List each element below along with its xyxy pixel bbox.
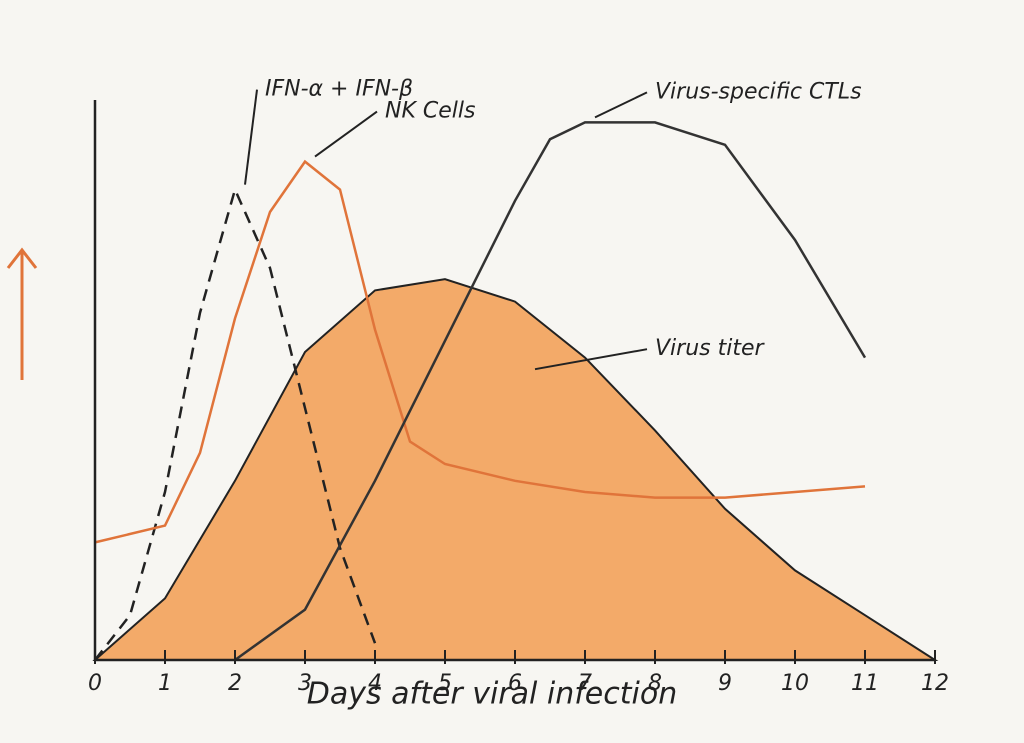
up-arrow	[6, 247, 38, 380]
line	[94, 159, 866, 544]
series-label: IFN-α + IFN-β	[265, 77, 413, 102]
x-tick-label: 6	[508, 671, 522, 696]
line	[94, 185, 377, 661]
x-tick-label: 4	[368, 671, 382, 696]
leader-line	[314, 110, 378, 158]
leader-line	[244, 89, 258, 185]
x-tick-label: 12	[921, 671, 949, 696]
series-label: Virus titer	[655, 336, 766, 361]
x-tick-label: 10	[781, 671, 809, 696]
line	[234, 121, 867, 662]
x-axis-label: Days after viral infection	[307, 677, 677, 712]
series-label: NK Cells	[385, 99, 475, 124]
area	[92, 278, 939, 661]
leader-line	[534, 348, 648, 371]
x-tick-label: 0	[88, 671, 102, 696]
x-tick-label: 2	[228, 671, 242, 696]
leader-line	[594, 91, 648, 119]
x-tick-label: 1	[158, 671, 172, 696]
x-tick-label: 7	[578, 671, 592, 696]
series-label: Virus-specific CTLs	[655, 79, 862, 104]
x-tick-label: 8	[648, 671, 662, 696]
x-tick-label: 5	[438, 671, 452, 696]
x-tick-label: 3	[298, 671, 312, 696]
x-tick-label: 11	[851, 671, 879, 696]
x-tick-label: 9	[718, 671, 732, 696]
